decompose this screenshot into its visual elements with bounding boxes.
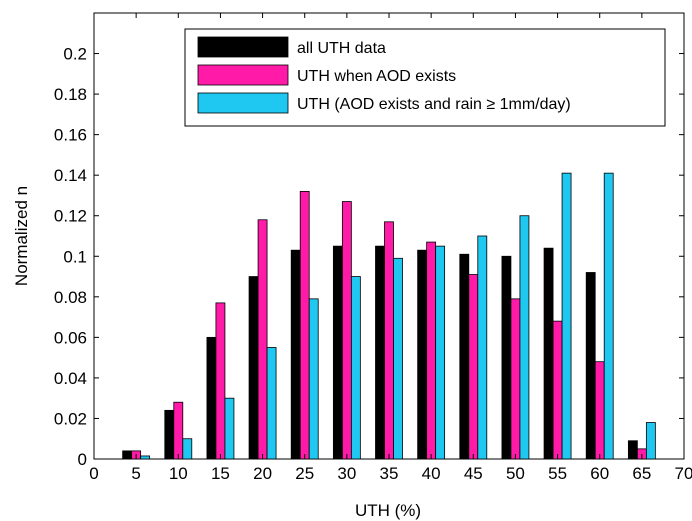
x-tick-label: 30 (337, 464, 356, 483)
y-tick-label: 0.08 (54, 288, 87, 307)
bar (417, 249, 428, 460)
bar (173, 401, 184, 460)
y-tick-label: 0.06 (54, 328, 87, 347)
bar (140, 455, 151, 460)
bar (594, 361, 605, 460)
y-axis-title: Normalized n (12, 186, 31, 286)
y-tick-label: 0.2 (63, 45, 87, 64)
x-tick-label: 40 (422, 464, 441, 483)
bar (266, 347, 277, 460)
legend: all UTH data UTH when AOD exists UTH (AOD … (184, 28, 666, 127)
x-tick-label: 35 (380, 464, 399, 483)
bar (543, 247, 554, 460)
bar (248, 276, 259, 460)
legend-swatch (197, 64, 289, 86)
y-tick-label: 0.12 (54, 207, 87, 226)
legend-swatch (197, 92, 289, 114)
y-tick-label: 0.1 (63, 247, 87, 266)
x-tick-label: 60 (590, 464, 609, 483)
legend-label: all UTH data (297, 40, 386, 57)
x-tick-label: 70 (675, 464, 692, 483)
x-tick-label: 0 (89, 464, 98, 483)
bar (384, 221, 394, 460)
bar (519, 215, 530, 460)
y-tick-label: 0.04 (54, 369, 87, 388)
x-tick-label: 20 (253, 464, 272, 483)
bar (585, 272, 596, 460)
bar (561, 172, 572, 460)
bar (299, 190, 310, 460)
legend-label: UTH when AOD exists (297, 68, 456, 85)
legend-swatch (197, 36, 289, 58)
bar (459, 253, 470, 460)
bar (477, 235, 488, 460)
y-tick-label: 0.02 (54, 409, 87, 428)
bar (224, 397, 235, 460)
x-tick-label: 5 (131, 464, 140, 483)
bar (645, 422, 656, 460)
bar (603, 172, 614, 460)
x-tick-label: 25 (295, 464, 314, 483)
bar (375, 245, 385, 460)
x-axis-title: UTH (%) (355, 501, 421, 520)
bar (350, 276, 361, 460)
series-1 (122, 245, 638, 460)
bar (627, 440, 638, 460)
y-tick-label: 0.14 (54, 166, 87, 185)
y-tick-label: 0 (78, 450, 87, 469)
x-tick-label: 50 (506, 464, 525, 483)
bar (393, 257, 403, 460)
bar (290, 249, 301, 460)
series-3 (140, 172, 656, 460)
bar (510, 298, 521, 460)
x-tick-label: 15 (211, 464, 230, 483)
y-tick-label: 0.16 (54, 126, 87, 145)
bar (206, 336, 217, 460)
bar (552, 320, 563, 460)
bar (182, 438, 193, 460)
bar (468, 274, 479, 460)
bar (257, 219, 268, 460)
bar (435, 245, 446, 460)
y-axis: 0 0.02 0.04 0.06 0.08 0.1 0.12 0.14 0.16 0.18 0.2 (54, 45, 684, 469)
bar (122, 450, 133, 460)
bar (501, 255, 512, 460)
bar (215, 302, 226, 460)
x-tick-label: 45 (464, 464, 483, 483)
x-tick-label: 65 (632, 464, 651, 483)
bar (341, 201, 352, 460)
bar (426, 241, 437, 460)
bar (308, 298, 319, 460)
y-tick-label: 0.18 (54, 85, 87, 104)
legend-label: UTH (AOD exists and rain ≥ 1mm/day) (297, 96, 571, 113)
bar (164, 409, 175, 460)
bar (332, 245, 343, 460)
series-2 (131, 190, 647, 460)
bars-layer (122, 172, 656, 460)
x-tick-label: 10 (169, 464, 188, 483)
x-tick-label: 55 (548, 464, 567, 483)
x-axis: 0 5 10 15 20 25 30 35 40 45 50 55 60 65 70 (89, 13, 692, 483)
